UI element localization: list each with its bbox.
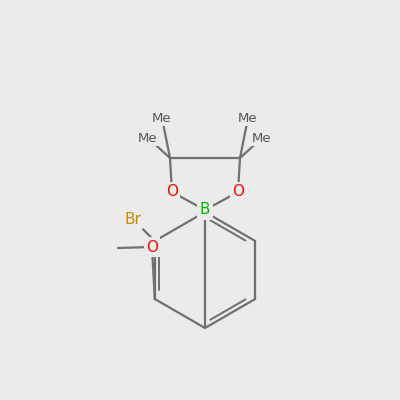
Text: Me: Me bbox=[138, 132, 158, 144]
Text: Me: Me bbox=[252, 132, 272, 144]
Text: O: O bbox=[166, 184, 178, 200]
Text: O: O bbox=[232, 184, 244, 200]
Text: Br: Br bbox=[124, 212, 141, 226]
Text: B: B bbox=[200, 202, 210, 218]
Text: O: O bbox=[146, 240, 158, 254]
Text: Me: Me bbox=[238, 112, 258, 124]
Text: Me: Me bbox=[152, 112, 172, 124]
